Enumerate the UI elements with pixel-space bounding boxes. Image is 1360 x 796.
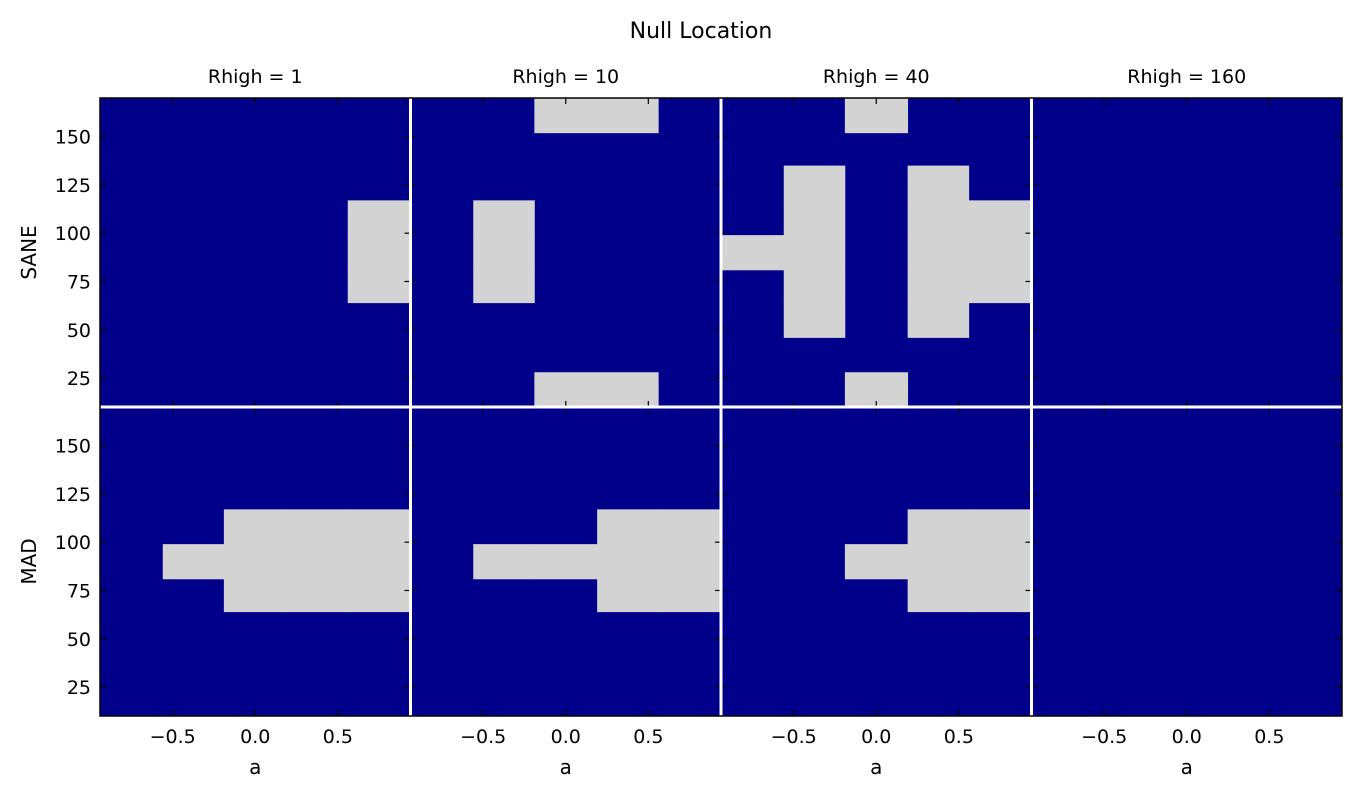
null-cell [968,544,1032,580]
null-cell [347,200,411,236]
null-cell [968,200,1032,236]
y-tick-label: 150 [55,436,91,458]
panel-sane-rhigh-10 [410,98,721,408]
null-cell [347,578,411,613]
x-tick-label: 0.5 [944,726,974,748]
x-axis-label: a [870,755,882,779]
panel-sane-rhigh-40 [721,98,1032,408]
y-tick-label: 25 [67,677,91,699]
panel-mad-rhigh-40 [721,407,1032,716]
null-cell [473,200,535,236]
y-tick-label: 50 [67,320,91,342]
null-cell [968,235,1032,271]
column-title: Rhigh = 1 [208,66,303,88]
column-title: Rhigh = 40 [823,66,930,88]
panel-grid [99,97,1343,717]
null-cell [286,509,349,545]
column-title: Rhigh = 10 [512,66,619,88]
null-cell [968,269,1032,304]
null-cell [658,509,722,545]
null-cell [347,269,411,304]
null-cell [721,235,785,271]
x-tick-label: 0.0 [240,726,270,748]
panel-sane-rhigh-160 [1031,98,1342,407]
panel-background [1031,407,1342,716]
null-cell [534,544,598,580]
x-tick-label: −0.5 [1081,726,1127,748]
figure-title: Null Location [630,19,773,44]
y-tick-label: 25 [67,368,91,390]
y-tick-label: 125 [55,175,91,197]
x-tick-label: 0.0 [551,726,581,748]
y-tick-label: 125 [55,484,91,506]
null-cell [223,544,288,580]
null-cell [907,235,970,271]
x-axis-label: a [1181,755,1193,779]
x-tick-label: −0.5 [771,726,817,748]
x-tick-label: 0.5 [323,726,353,748]
null-cell [473,269,535,304]
panel-background [1031,98,1342,407]
null-cell [286,544,349,580]
null-cell [473,235,535,271]
null-cell [783,200,846,236]
null-cell [223,509,288,545]
x-tick-label: 0.0 [1172,726,1202,748]
row-label: SANE [17,225,41,279]
x-tick-label: 0.5 [1254,726,1284,748]
null-cell [968,578,1032,613]
y-tick-label: 150 [55,127,91,149]
null-cell [783,269,846,304]
x-tick-label: 0.0 [861,726,891,748]
null-cell [907,302,970,338]
y-tick-label: 75 [67,580,91,602]
x-tick-label: 0.5 [633,726,663,748]
null-cell [597,509,659,545]
panel-sane-rhigh-1 [100,98,411,407]
null-cell [907,509,970,545]
y-tick-label: 50 [67,629,91,651]
panel-mad-rhigh-160 [1031,407,1342,716]
axis-labels: Rhigh = 1 Rhigh = 10 Rhigh = 40 Rhigh = 160… [17,66,1284,779]
null-cell [907,165,970,201]
null-cell [597,578,659,613]
null-cell [968,509,1032,545]
plot-frame [99,97,1343,717]
null-cell [162,544,225,580]
x-tick-label: −0.5 [460,726,506,748]
null-cell [347,544,411,580]
null-cell [347,509,411,545]
null-cell [658,578,722,613]
null-cell [597,372,659,408]
null-cell [597,98,659,134]
x-axis-label: a [560,755,572,779]
null-cell [473,544,535,580]
null-cell [783,235,846,271]
null-cell [844,544,909,580]
y-tick-label: 100 [55,532,91,554]
null-cell [347,235,411,271]
column-title: Rhigh = 160 [1127,66,1246,88]
null-cell [223,578,288,613]
row-label: MAD [17,538,41,584]
null-cell [907,544,970,580]
null-cell [783,165,846,201]
null-cell [286,578,349,613]
y-tick-label: 100 [55,223,91,245]
panel-mad-rhigh-10 [410,407,722,716]
x-tick-label: −0.5 [150,726,196,748]
null-cell [597,544,659,580]
panel-mad-rhigh-1 [100,407,411,716]
null-cell [907,578,970,613]
x-axis-label: a [249,755,261,779]
null-cell [907,269,970,304]
null-cell [658,544,722,580]
y-tick-label: 75 [67,271,91,293]
null-cell [907,200,970,236]
null-cell [783,302,846,338]
panel-background [410,98,721,407]
